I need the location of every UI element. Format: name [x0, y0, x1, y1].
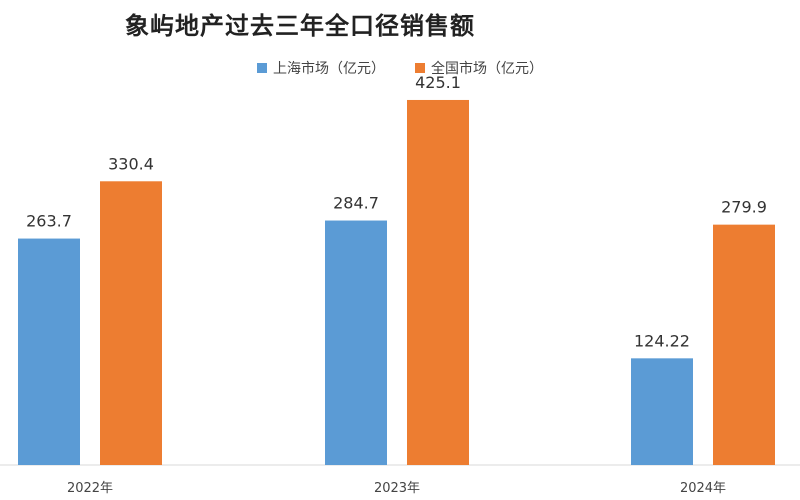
category-label-1: 2023年 — [374, 481, 420, 496]
bar-national-2 — [713, 224, 775, 465]
data-label-shanghai-1: 284.7 — [333, 194, 379, 213]
legend-label-national: 全国市场（亿元） — [431, 61, 543, 77]
legend-swatch-shanghai — [257, 63, 267, 73]
data-label-shanghai-0: 263.7 — [26, 212, 72, 231]
legend-label-shanghai: 上海市场（亿元） — [273, 61, 385, 77]
legend-item-shanghai: 上海市场（亿元） — [257, 58, 385, 78]
category-label-0: 2022年 — [67, 481, 113, 496]
chart-legend: 上海市场（亿元） 全国市场（亿元） — [0, 58, 800, 78]
legend-swatch-national — [415, 63, 425, 73]
bar-national-0 — [100, 181, 162, 465]
bar-national-1 — [407, 99, 469, 465]
legend-item-national: 全国市场（亿元） — [415, 58, 543, 78]
data-label-national-2: 279.9 — [721, 198, 767, 217]
category-label-2: 2024年 — [680, 481, 726, 496]
data-label-national-0: 330.4 — [108, 154, 154, 173]
bar-shanghai-0 — [18, 238, 80, 465]
chart-title: 象屿地产过去三年全口径销售额 — [125, 12, 475, 40]
bar-shanghai-2 — [631, 358, 693, 465]
bar-shanghai-1 — [325, 220, 387, 465]
data-label-shanghai-2: 124.22 — [634, 331, 690, 350]
data-label-national-1: 425.1 — [415, 73, 461, 92]
